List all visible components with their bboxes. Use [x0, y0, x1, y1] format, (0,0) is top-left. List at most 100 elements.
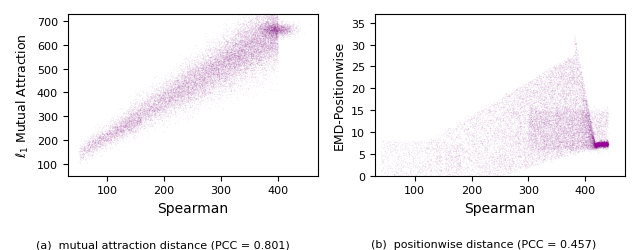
Point: [257, 26, 268, 30]
Point: [242, 58, 252, 62]
Point: [543, 88, 553, 92]
Point: [181, 83, 191, 87]
Point: [246, 20, 257, 24]
Point: [554, 113, 564, 117]
Point: [212, 88, 222, 92]
Point: [590, 144, 600, 148]
Point: [159, 96, 169, 100]
Point: [507, 134, 517, 138]
Point: [79, 139, 89, 143]
Point: [257, 27, 267, 31]
Point: [534, 123, 544, 127]
Point: [572, 124, 582, 128]
Point: [555, 62, 565, 66]
Point: [191, 68, 201, 72]
Point: [247, 38, 257, 42]
Point: [76, 148, 86, 152]
Point: [198, 89, 208, 93]
Point: [266, 43, 276, 47]
Point: [200, 58, 210, 62]
Point: [278, 31, 289, 35]
Point: [570, 116, 580, 120]
Point: [467, 150, 477, 154]
Point: [582, 105, 592, 109]
Point: [522, 136, 532, 140]
Point: [500, 95, 511, 99]
Point: [591, 142, 601, 146]
Point: [564, 59, 575, 63]
Point: [109, 129, 120, 133]
Point: [239, 46, 250, 50]
Point: [575, 69, 586, 73]
Point: [556, 140, 566, 144]
Point: [411, 143, 421, 147]
Point: [561, 100, 571, 104]
Point: [141, 114, 151, 118]
Point: [560, 140, 570, 144]
Point: [190, 88, 200, 92]
Point: [236, 45, 246, 49]
Point: [602, 141, 612, 145]
Point: [471, 159, 481, 163]
Point: [505, 141, 515, 145]
Point: [168, 92, 179, 96]
Point: [412, 146, 422, 150]
Point: [225, 66, 235, 70]
Point: [476, 150, 486, 154]
Point: [572, 63, 582, 67]
Point: [548, 102, 558, 105]
Point: [177, 93, 187, 97]
Point: [260, 25, 271, 29]
Point: [498, 156, 508, 160]
Point: [135, 108, 145, 112]
Point: [193, 68, 204, 72]
Point: [552, 110, 563, 114]
Point: [202, 72, 212, 76]
Point: [174, 92, 184, 96]
Point: [257, 52, 267, 56]
Point: [550, 82, 561, 86]
Point: [493, 150, 504, 154]
Point: [126, 112, 136, 116]
Point: [551, 113, 561, 117]
Point: [222, 55, 232, 59]
Point: [567, 119, 577, 123]
Point: [168, 76, 179, 80]
Point: [250, 26, 260, 30]
Point: [207, 75, 218, 79]
Point: [523, 123, 533, 127]
Point: [554, 114, 564, 118]
Point: [560, 110, 570, 114]
Point: [254, 26, 264, 30]
Point: [558, 145, 568, 149]
Point: [590, 146, 600, 150]
Point: [538, 108, 548, 112]
Point: [434, 159, 444, 163]
Point: [598, 118, 608, 122]
Point: [552, 146, 563, 150]
Point: [264, 34, 274, 38]
Point: [178, 90, 188, 94]
Point: [89, 148, 99, 152]
Point: [159, 105, 170, 109]
Point: [196, 94, 207, 98]
Point: [601, 140, 611, 144]
Point: [281, 23, 291, 27]
Point: [250, 48, 260, 52]
Point: [522, 159, 532, 163]
Point: [270, 29, 280, 33]
Point: [479, 142, 490, 146]
Point: [163, 82, 173, 86]
Point: [597, 114, 607, 117]
Point: [272, 30, 282, 34]
Point: [594, 112, 604, 116]
Point: [188, 100, 198, 104]
Point: [481, 170, 492, 173]
Point: [140, 122, 150, 126]
Point: [124, 124, 134, 128]
Point: [510, 102, 520, 105]
Point: [558, 71, 568, 75]
Point: [124, 122, 134, 126]
Point: [601, 144, 611, 148]
Point: [286, 31, 296, 35]
